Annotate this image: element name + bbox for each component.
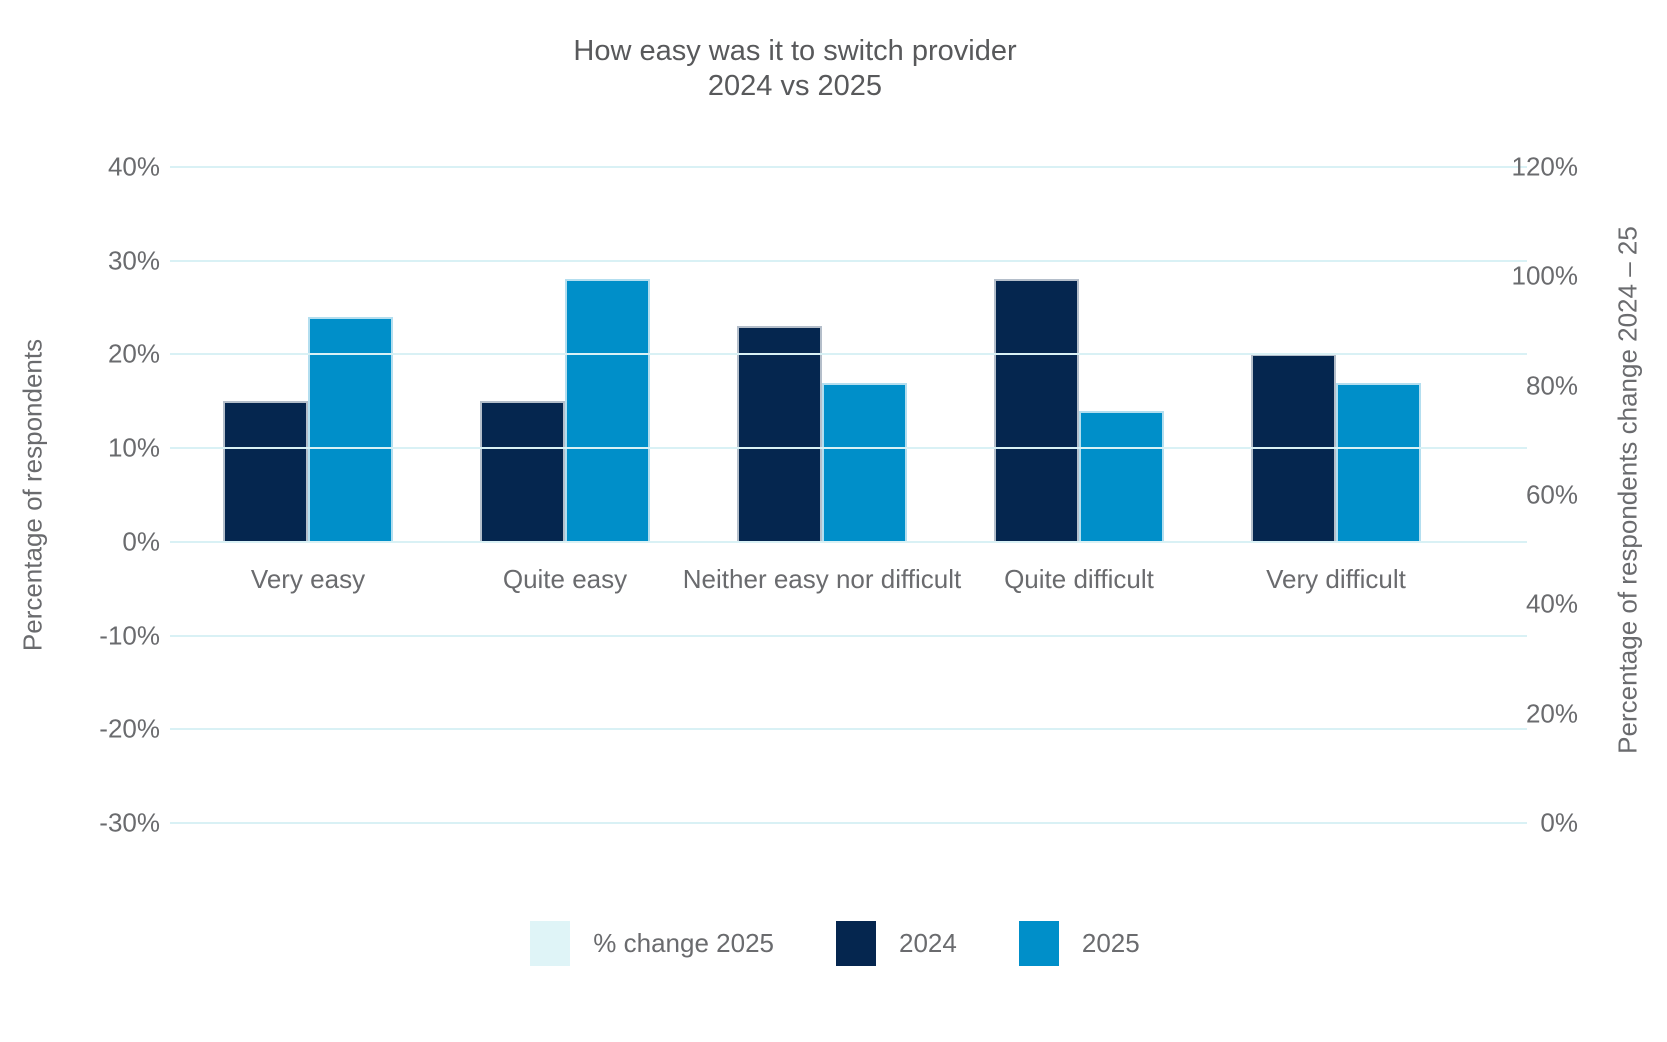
gridline <box>170 540 1527 543</box>
bar-2025-0 <box>308 316 393 542</box>
right-axis-tick: 60% <box>1525 479 1578 510</box>
gridline <box>170 728 1527 731</box>
left-axis-tick: 40% <box>107 151 160 182</box>
legend-item: 2024 <box>836 921 957 966</box>
gridline <box>170 259 1527 262</box>
left-axis-tick: -10% <box>99 620 160 651</box>
right-axis-tick: 20% <box>1525 698 1578 729</box>
right-axis-tick: 100% <box>1511 260 1579 291</box>
left-axis-title: Percentage of respondents <box>17 338 48 652</box>
category-label: Very difficult <box>1266 564 1406 594</box>
legend-swatch <box>1018 921 1059 966</box>
left-axis-tick: -30% <box>99 807 160 838</box>
bar-2025-4 <box>1336 382 1421 542</box>
bar-2024-0 <box>223 401 308 542</box>
left-axis-tick: 20% <box>107 338 160 369</box>
left-axis-tick: -20% <box>99 713 160 744</box>
bar-2024-2 <box>737 326 822 542</box>
legend-label: 2024 <box>899 928 957 958</box>
right-axis-tick: 80% <box>1525 370 1578 401</box>
legend-label: 2025 <box>1081 928 1140 958</box>
right-axis-title: Percentage of respondents change 2024 – … <box>1612 226 1643 754</box>
gridline <box>170 447 1527 450</box>
gridline <box>170 821 1527 824</box>
right-axis-tick: 0% <box>1540 807 1578 838</box>
right-axis-tick: 40% <box>1525 588 1578 619</box>
right-axis-tick: 120% <box>1511 151 1579 182</box>
legend-item: 2025 <box>1018 921 1140 966</box>
gridline <box>170 634 1527 637</box>
gridline <box>170 353 1527 356</box>
bar-2024-3 <box>994 279 1079 542</box>
category-label: Very easy <box>250 564 366 594</box>
chart-title-line2: 2024 vs 2025 <box>707 70 883 102</box>
chart-title: How easy was it to switch provider 2024 … <box>150 34 1440 104</box>
left-axis-tick: 30% <box>107 245 160 276</box>
legend-item: % change 2025 <box>530 921 774 966</box>
legend-swatch <box>836 921 877 966</box>
bar-2024-1 <box>480 401 565 542</box>
left-axis-tick: 10% <box>107 432 160 463</box>
category-label: Quite difficult <box>1004 564 1154 594</box>
legend: % change 2025 2024 2025 <box>170 921 1500 966</box>
bar-2025-2 <box>822 382 907 542</box>
bar-2025-3 <box>1079 410 1164 542</box>
left-axis-tick: 0% <box>122 526 160 557</box>
chart-title-line1: How easy was it to switch provider <box>573 35 1017 67</box>
legend-label: % change 2025 <box>593 928 775 958</box>
bar-2025-1 <box>565 279 650 542</box>
category-label: Neither easy nor difficult <box>682 564 962 594</box>
category-label: Quite easy <box>502 564 628 594</box>
legend-swatch <box>530 921 571 966</box>
gridline <box>170 166 1527 168</box>
